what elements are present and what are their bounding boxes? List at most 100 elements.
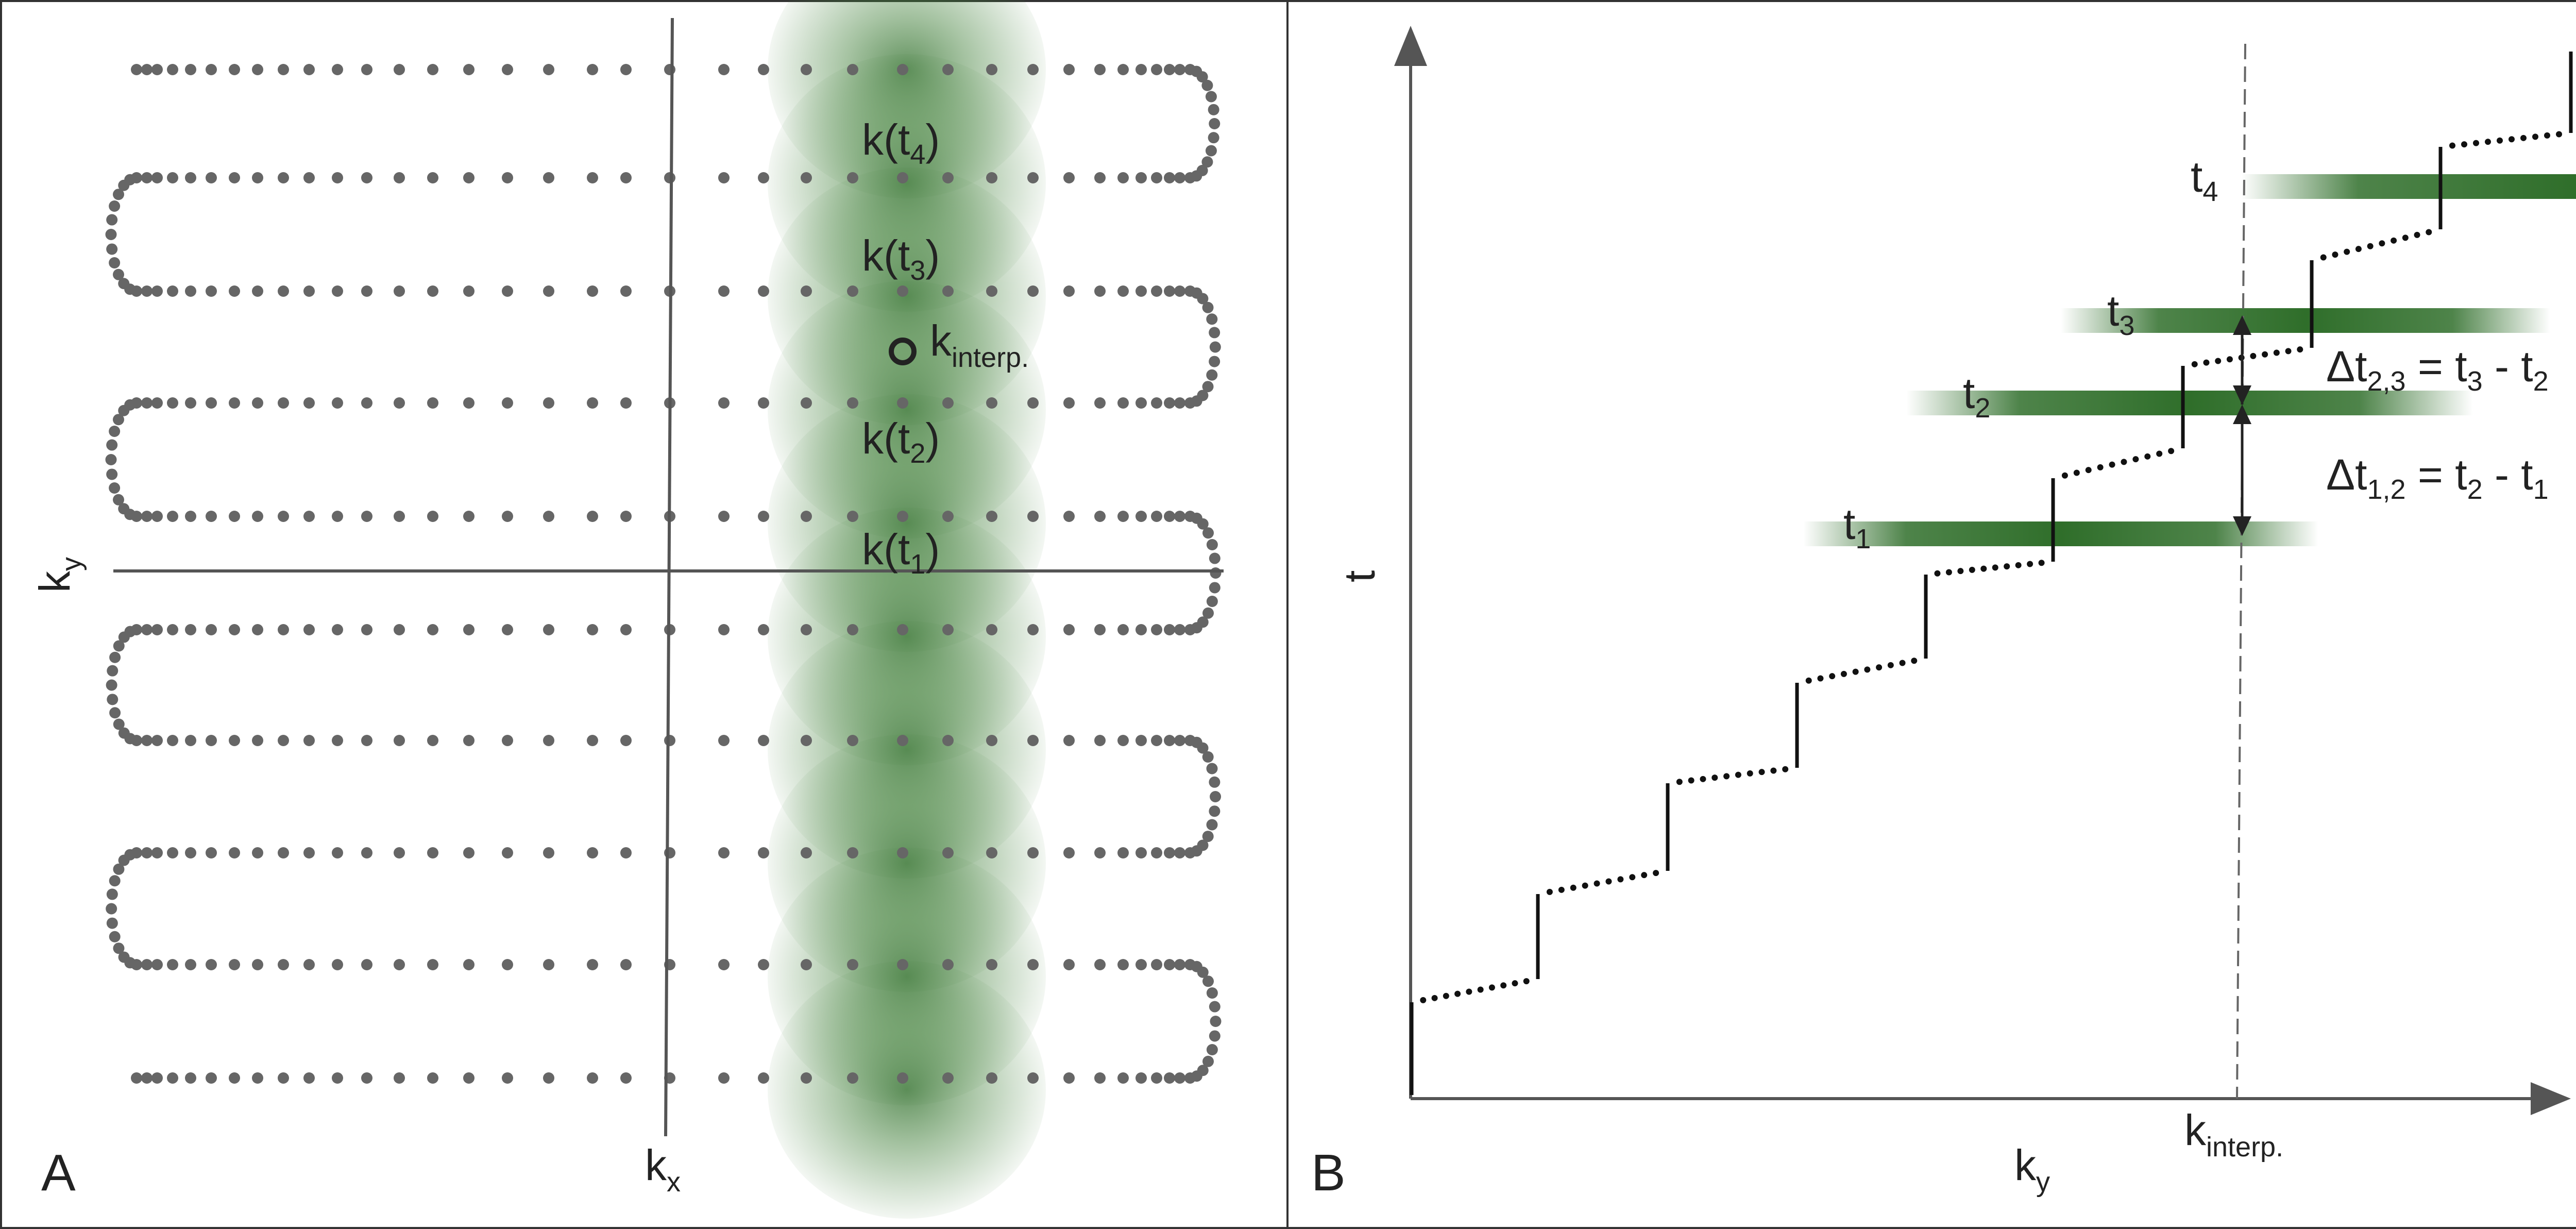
trajectory-dot	[543, 285, 554, 297]
trajectory-dot	[847, 624, 858, 635]
trajectory-dot	[1164, 624, 1175, 635]
trajectory-dot	[124, 957, 136, 969]
trajectory-dot	[1151, 64, 1162, 75]
trajectory-dot	[1027, 735, 1039, 746]
trajectory-dot	[1208, 104, 1219, 115]
trajectory-dot	[167, 172, 178, 183]
trajectory-dot	[252, 1072, 263, 1084]
stair-dot	[1477, 986, 1484, 993]
stair-dot	[2485, 139, 2491, 145]
trajectory-dot	[1136, 172, 1147, 183]
stair-dot	[2144, 453, 2151, 460]
trajectory-dot	[106, 468, 118, 480]
trajectory-dot	[118, 179, 130, 191]
trajectory-dot	[1027, 624, 1039, 635]
stair-dot	[2085, 467, 2092, 474]
trajectory-dot	[229, 847, 240, 858]
trajectory-dot	[1191, 845, 1202, 857]
trajectory-dot	[1206, 313, 1218, 325]
stair-dot	[1876, 664, 1883, 671]
trajectory-dot	[229, 172, 240, 183]
trajectory-dot	[1208, 132, 1219, 144]
trajectory-dot	[801, 959, 812, 970]
trajectory-dot	[847, 735, 858, 746]
trajectory-dot	[252, 511, 263, 522]
trajectory-dot	[1164, 847, 1175, 858]
trajectory-dot	[1210, 567, 1222, 579]
trajectory-dot	[1202, 301, 1214, 313]
trajectory-dot	[252, 735, 263, 746]
trajectory-dot	[502, 735, 513, 746]
trajectory-dot	[718, 64, 730, 75]
trajectory-dot	[1136, 397, 1147, 409]
trajectory-dot	[463, 735, 474, 746]
trajectory-dot	[463, 1072, 474, 1084]
ky-axis-label-b: ky	[2014, 1141, 2050, 1198]
trajectory-dot	[801, 172, 812, 183]
trajectory-dot	[620, 64, 632, 75]
trajectory-dot	[620, 624, 632, 635]
stair-dot	[1992, 564, 1998, 571]
trajectory-dot	[106, 214, 118, 226]
trajectory-dot	[1206, 596, 1218, 607]
trajectory-dot	[502, 64, 513, 75]
trajectory-dot	[1151, 285, 1162, 297]
stair-dot	[1629, 874, 1636, 881]
delta-label-12: Δt1,2 = t2 - t1	[2326, 450, 2549, 505]
trajectory-dot	[252, 624, 263, 635]
trajectory-dot	[897, 64, 908, 75]
trajectory-dot	[664, 172, 675, 183]
trajectory-dot	[427, 1072, 438, 1084]
trajectory-dot	[587, 172, 598, 183]
trajectory-dot	[106, 903, 117, 915]
trajectory-dot	[587, 1072, 598, 1084]
stair-dot	[1980, 565, 1987, 572]
stair-dot	[1934, 570, 1941, 577]
trajectory-dot	[942, 624, 954, 635]
trajectory-dot	[718, 172, 730, 183]
stair-dot	[1852, 668, 1859, 675]
trajectory-dot	[206, 624, 217, 635]
trajectory-dot	[1206, 539, 1218, 550]
trajectory-dot	[1094, 172, 1106, 183]
trajectory-dot	[332, 624, 343, 635]
trajectory-dot	[1209, 805, 1221, 817]
trajectory-dot	[124, 283, 136, 295]
trajectory-dot	[543, 624, 554, 635]
trajectory-dot	[620, 511, 632, 522]
trajectory-dot	[502, 959, 513, 970]
trajectory-dot	[718, 735, 730, 746]
trajectory-dot	[107, 665, 118, 677]
trajectory-dot	[278, 624, 289, 635]
trajectory-dot	[1209, 776, 1221, 788]
trajectory-dot	[502, 1072, 513, 1084]
stair-dot	[2520, 134, 2527, 141]
trajectory-dot	[718, 624, 730, 635]
stair-dot	[1443, 992, 1449, 999]
trajectory-dot	[167, 847, 178, 858]
trajectory-dot	[278, 64, 289, 75]
stair-dot	[1466, 988, 1472, 995]
trajectory-dot	[361, 624, 372, 635]
trajectory-dot	[897, 511, 908, 522]
trajectory-dot	[185, 735, 196, 746]
trajectory-dot	[1174, 959, 1185, 970]
trajectory-dot	[758, 64, 769, 75]
stair-dot	[2097, 464, 2104, 470]
trajectory-dot	[252, 959, 263, 970]
stair-dot	[2191, 361, 2198, 367]
trajectory-dot	[1063, 172, 1075, 183]
stair-dot	[2262, 351, 2268, 358]
trajectory-dot	[1094, 1072, 1106, 1084]
stair-dot	[1782, 766, 1789, 772]
trajectory-dot	[1206, 1044, 1218, 1055]
trajectory-dot	[1205, 91, 1217, 103]
trajectory-dot	[758, 1072, 769, 1084]
trajectory-dot	[620, 847, 632, 858]
trajectory-dot	[394, 735, 405, 746]
sample-label-k-t4: k(t4)	[862, 115, 940, 170]
trajectory-dot	[1174, 285, 1185, 297]
trajectory-dot	[587, 624, 598, 635]
trajectory-dot	[303, 1072, 315, 1084]
trajectory-dot	[141, 511, 152, 522]
